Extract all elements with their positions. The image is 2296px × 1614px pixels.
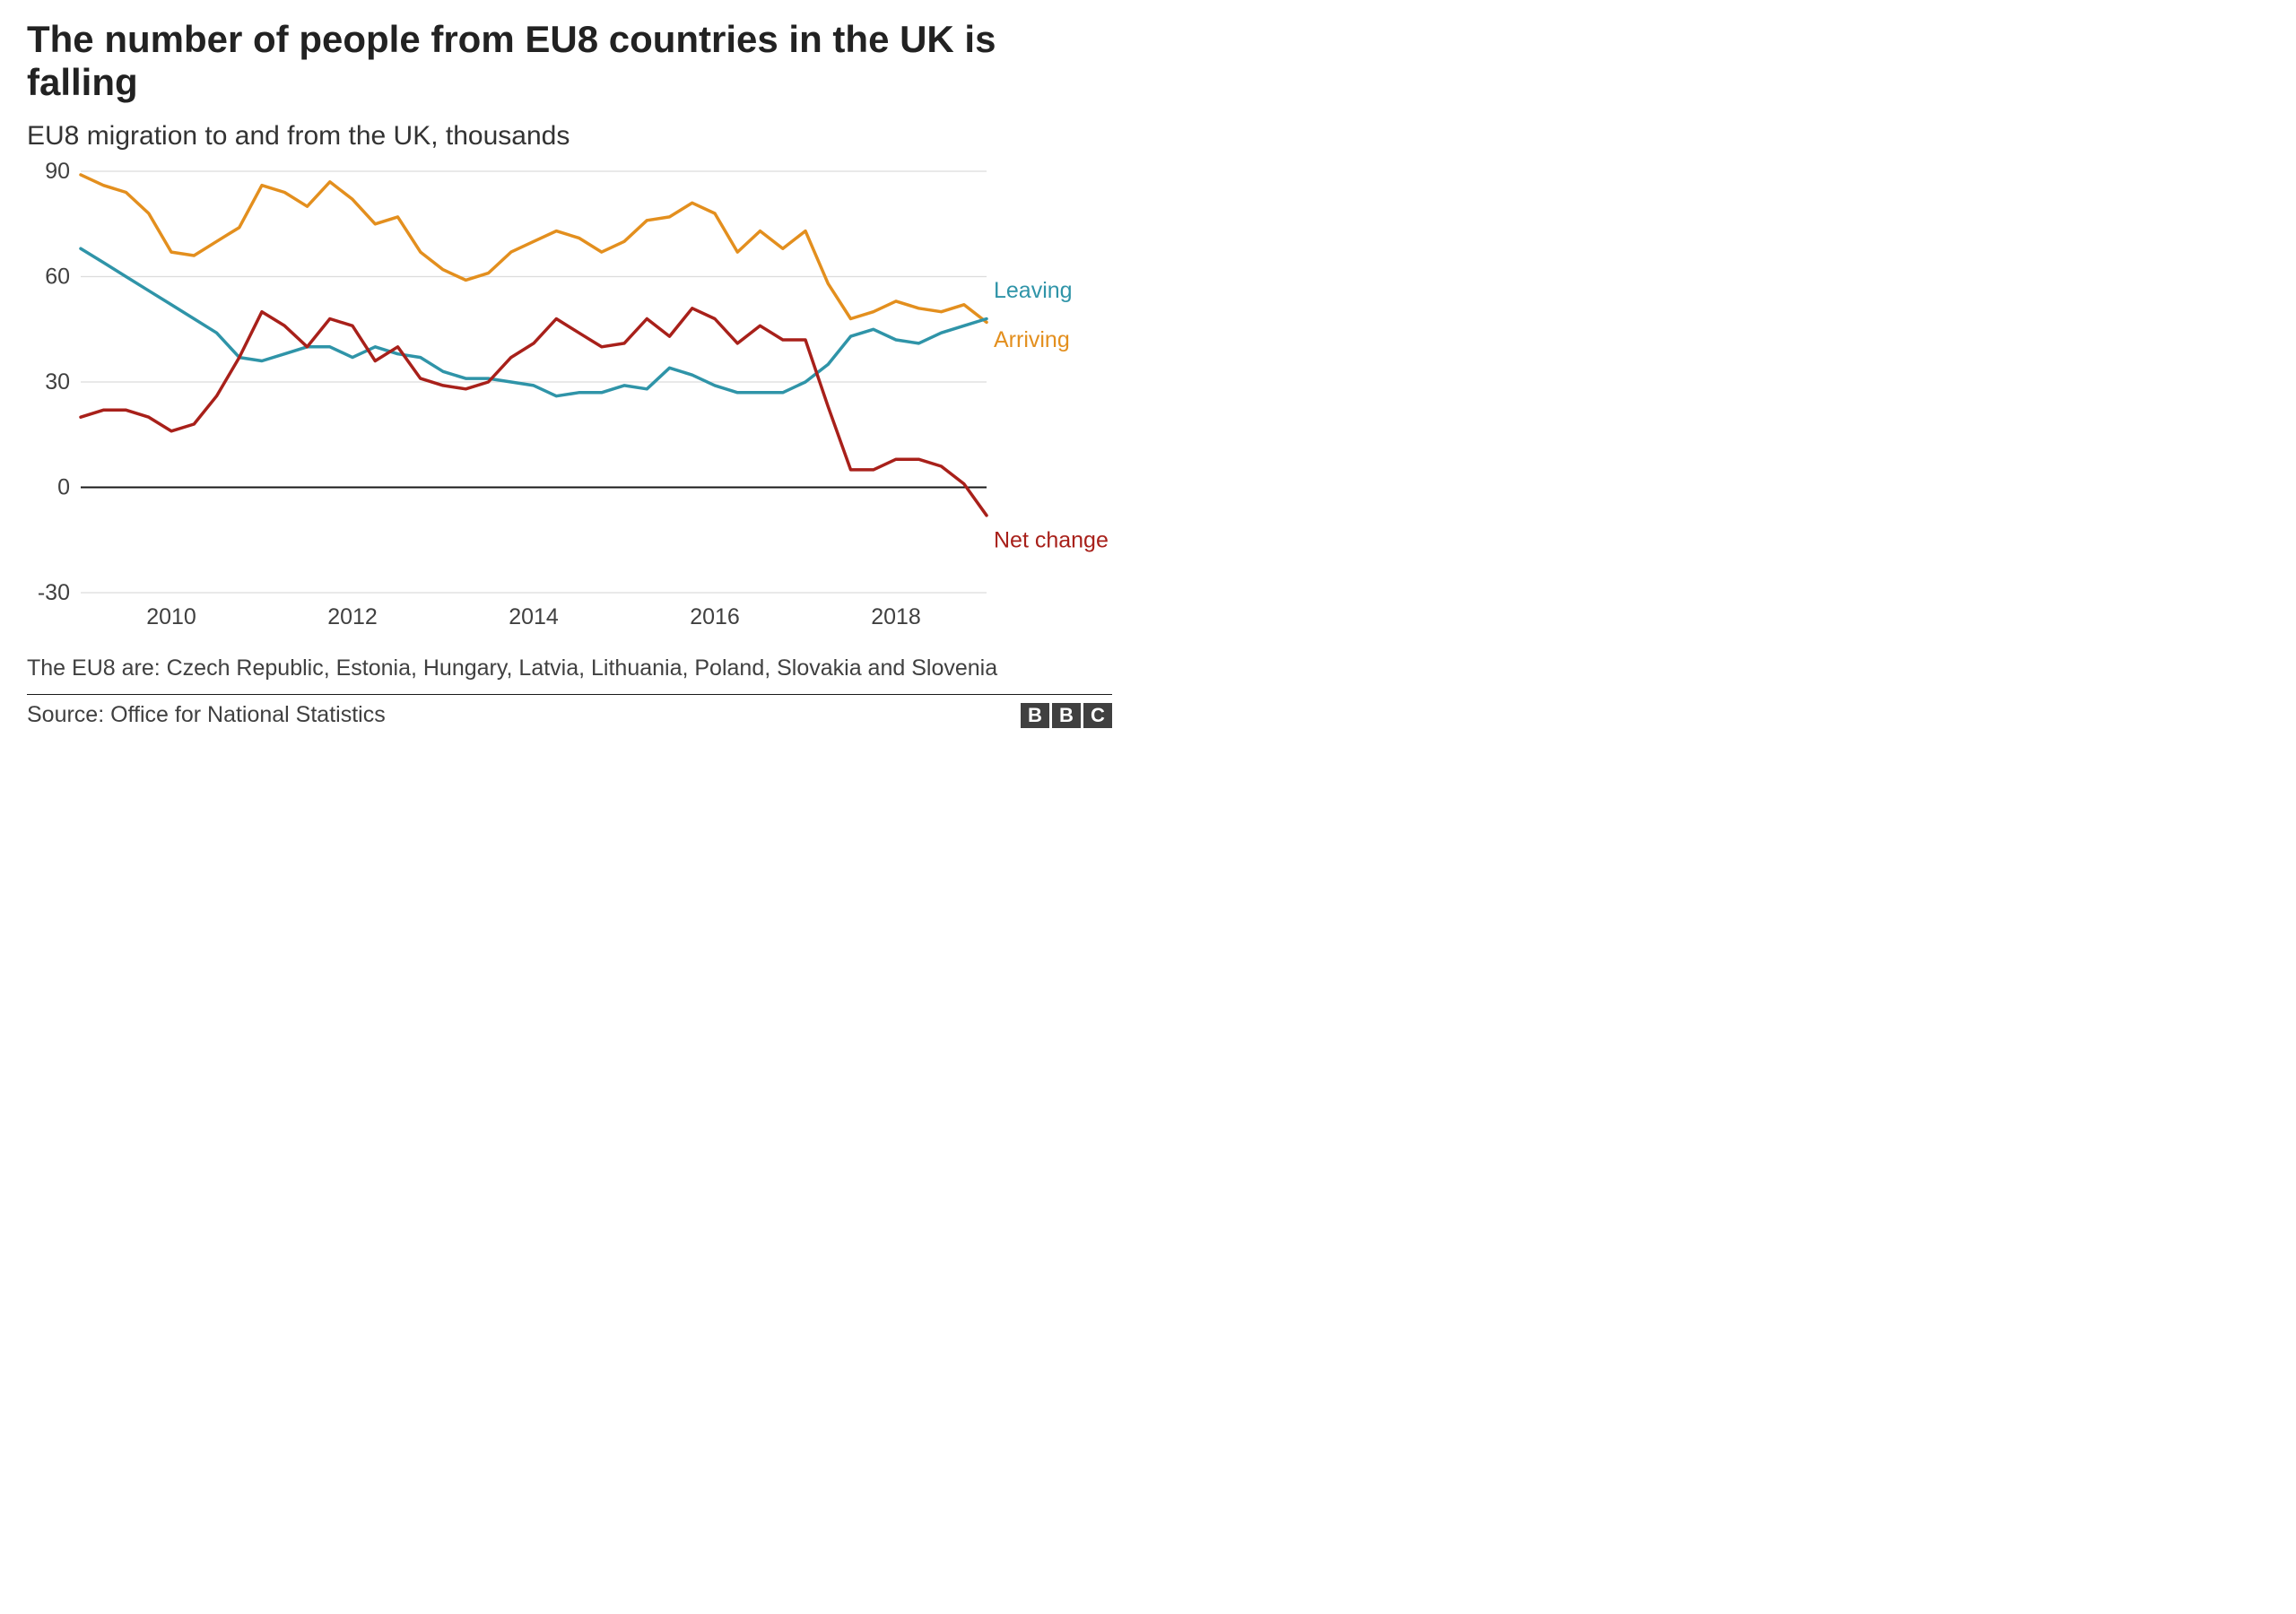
chart-subtitle: EU8 migration to and from the UK, thousa… [27, 121, 1112, 152]
bbc-logo-letter: B [1021, 703, 1049, 728]
svg-text:Arriving: Arriving [994, 327, 1070, 352]
svg-text:-30: -30 [38, 580, 70, 605]
svg-text:Leaving: Leaving [994, 278, 1073, 303]
bbc-logo-letter: C [1083, 703, 1112, 728]
source-text: Source: Office for National Statistics [27, 702, 386, 728]
svg-text:Net change: Net change [994, 527, 1109, 552]
svg-text:2018: 2018 [871, 604, 921, 629]
footnote: The EU8 are: Czech Republic, Estonia, Hu… [27, 654, 1112, 696]
svg-text:2014: 2014 [509, 604, 559, 629]
bbc-logo: B B C [1021, 703, 1112, 728]
chart-title: The number of people from EU8 countries … [27, 18, 1112, 105]
svg-text:30: 30 [45, 369, 70, 395]
svg-text:0: 0 [57, 474, 70, 499]
svg-text:90: 90 [45, 162, 70, 184]
svg-text:2012: 2012 [327, 604, 378, 629]
chart-container: The number of people from EU8 countries … [0, 0, 1139, 742]
line-chart-svg: -30 0 30 60 90 2010 2012 2014 2016 2018 Leaving Arr… [27, 162, 1112, 638]
footer: Source: Office for National Statistics B… [27, 695, 1112, 728]
plot-area: -30 0 30 60 90 2010 2012 2014 2016 2018 Leaving Arr… [27, 162, 1112, 638]
svg-text:2016: 2016 [690, 604, 740, 629]
svg-text:60: 60 [45, 264, 70, 289]
svg-text:2010: 2010 [146, 604, 196, 629]
bbc-logo-letter: B [1052, 703, 1081, 728]
